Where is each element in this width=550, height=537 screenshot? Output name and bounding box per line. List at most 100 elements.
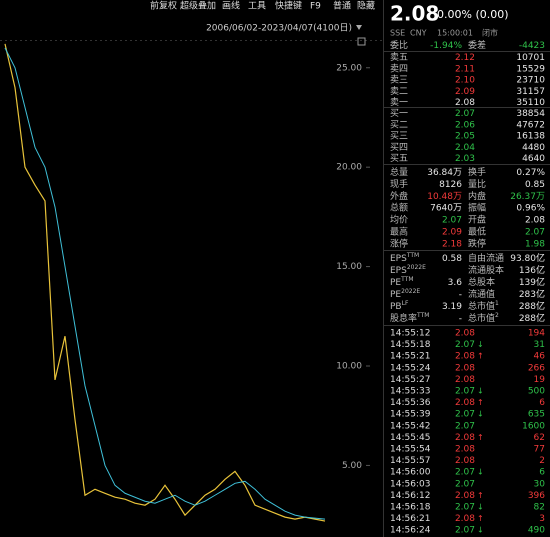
field-text: 7640万	[430, 203, 462, 213]
field-text: 4480	[522, 142, 545, 152]
y-tick-label: 10.00	[336, 362, 362, 372]
field-label: 最低	[468, 225, 486, 237]
field-value: 38854	[516, 109, 545, 119]
price-line	[4, 47, 326, 520]
trade-volume: 30	[534, 479, 546, 489]
field-label: 买四	[390, 141, 408, 152]
trade-price: 2.08	[455, 491, 475, 501]
trade-volume: 3	[539, 514, 545, 524]
range-dropdown[interactable]	[356, 25, 362, 30]
field-value: 3.19	[442, 302, 462, 312]
price-line	[4, 43, 326, 522]
trade-time: 14:55:36	[390, 398, 431, 408]
trade-arrow: ↑	[477, 491, 484, 500]
field-text: 买二	[390, 119, 408, 130]
field-text: 8126	[439, 179, 462, 189]
field-label: 委比	[390, 39, 408, 51]
trade-time: 14:56:18	[390, 503, 431, 513]
field-value: 2.09	[442, 227, 462, 237]
field-text: 23710	[516, 75, 545, 85]
trade-time: 14:55:24	[390, 363, 431, 373]
toolbar-item[interactable]: 超级叠加	[180, 0, 216, 12]
trade-time: 14:56:12	[390, 491, 430, 501]
field-value: 2.10	[455, 75, 475, 85]
field-text: -	[459, 314, 462, 324]
settings-icon[interactable]	[357, 37, 366, 46]
field-text: 26.37万	[510, 191, 545, 201]
field-text: 委比	[390, 39, 408, 51]
trade-price: 2.08	[455, 398, 475, 408]
trade-arrow: ↓	[477, 468, 484, 477]
trade-price: 2.08	[455, 352, 475, 362]
field-text: 振幅	[468, 201, 486, 213]
field-label: 量比	[468, 177, 486, 189]
trade-volume: 490	[528, 526, 545, 536]
toolbar-item[interactable]: 前复权	[150, 0, 177, 12]
field-value: 2.09	[455, 86, 475, 96]
field-value: 0.58	[442, 254, 462, 264]
y-tick-label: 20.00	[336, 163, 362, 173]
toolbar-item[interactable]: 隐藏	[357, 0, 375, 12]
field-value: -4423	[519, 41, 545, 51]
field-label: 现手	[390, 177, 408, 189]
trade-volume: 2	[539, 456, 545, 466]
field-label: EPSTTM	[390, 252, 419, 264]
field-text: 总市值	[468, 300, 495, 312]
field-text: 总量	[390, 166, 408, 178]
field-text: 总市值	[468, 312, 495, 324]
field-text: 买五	[390, 153, 408, 164]
field-text: 卖二	[390, 85, 408, 96]
field-text: 136亿	[519, 264, 545, 276]
field-text: 总股本	[468, 276, 495, 288]
trade-time: 14:55:42	[390, 421, 430, 431]
field-value: 2.06	[455, 120, 475, 130]
field-value: 3.6	[448, 278, 463, 288]
trade-time: 14:55:21	[390, 352, 430, 362]
field-label: 卖五	[390, 52, 408, 63]
field-text: 买四	[390, 141, 408, 152]
trade-volume: 82	[534, 503, 545, 513]
trade-time: 14:56:21	[390, 514, 430, 524]
field-label: 总市值1	[468, 300, 499, 312]
field-text: 2.09	[442, 227, 462, 237]
field-sup: TTM	[406, 252, 419, 259]
trade-arrow: ↑	[477, 352, 484, 361]
trade-time: 14:55:27	[390, 375, 430, 385]
field-text: PB	[390, 302, 402, 312]
field-value: 15529	[516, 64, 545, 74]
field-label: 买二	[390, 119, 408, 130]
trade-volume: 635	[528, 410, 545, 420]
field-label: 流通股本	[468, 264, 504, 276]
field-value: 2.05	[455, 131, 475, 141]
field-value: 23710	[516, 75, 545, 85]
field-value: 2.07	[525, 227, 545, 237]
field-text: 换手	[468, 166, 486, 178]
field-value: 10.48万	[427, 191, 462, 201]
trade-price: 2.08	[455, 363, 475, 373]
trade-time: 14:55:54	[390, 445, 431, 455]
field-label: 外盘	[390, 189, 408, 201]
trade-price: 2.07	[455, 410, 475, 420]
field-value: 0.27%	[516, 168, 545, 178]
field-text: 涨停	[390, 237, 408, 249]
field-text: 卖三	[390, 74, 408, 85]
trade-arrow: ↓	[477, 526, 484, 535]
field-text: 量比	[468, 177, 486, 189]
toolbar-item[interactable]: 普通	[333, 0, 351, 12]
toolbar-item[interactable]: 画线	[222, 0, 240, 12]
field-text: 流通股本	[468, 264, 504, 276]
field-label: 委差	[468, 39, 486, 51]
toolbar-item[interactable]: 快捷键	[275, 0, 302, 12]
toolbar-item[interactable]: F9	[310, 2, 321, 12]
field-text: 47672	[516, 120, 545, 130]
toolbar-item[interactable]: 工具	[248, 1, 266, 12]
field-label: 股息率TTM	[390, 312, 429, 324]
field-value: 2.11	[455, 64, 475, 74]
field-value: 2.03	[455, 154, 475, 164]
trade-volume: 19	[534, 375, 546, 385]
field-value: -	[459, 290, 462, 300]
field-text: 2.03	[455, 154, 475, 164]
trade-volume: 194	[528, 329, 545, 339]
